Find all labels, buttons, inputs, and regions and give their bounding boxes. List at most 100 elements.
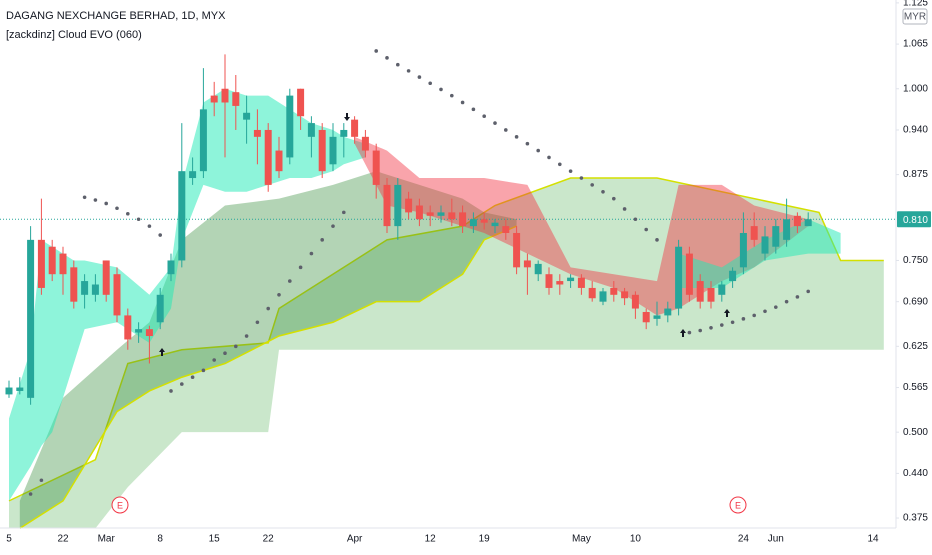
sar-dot (169, 389, 173, 393)
candle-body (739, 232, 747, 268)
x-tick-label: 22 (57, 534, 69, 545)
sar-dot (136, 217, 141, 222)
currency-box[interactable] (902, 8, 928, 25)
candle-body (210, 95, 218, 103)
y-tick-label: 1.065 (903, 39, 928, 50)
candle-body (513, 232, 521, 268)
sar-dot (536, 148, 540, 153)
earnings-label: E (735, 500, 741, 510)
candle-body (534, 263, 542, 275)
sar-dot (374, 49, 379, 53)
cloud-band (678, 219, 841, 288)
candle-body (113, 274, 121, 316)
x-tick-label: 24 (738, 534, 750, 545)
sar-dot (93, 198, 98, 202)
cloud-band (9, 88, 366, 501)
x-tick-label: 14 (867, 534, 879, 545)
sar-dot (320, 238, 325, 242)
sar-dot (568, 169, 573, 173)
candle-body (178, 171, 186, 261)
y-tick-label: 0.750 (903, 255, 928, 266)
earnings-marker[interactable] (729, 496, 747, 514)
sar-dot (439, 87, 443, 92)
candle-body (707, 287, 715, 302)
y-tick-label: 0.440 (903, 468, 928, 479)
x-tick-label: 5 (6, 534, 12, 545)
candle-body (696, 281, 704, 302)
sell-arrow (344, 113, 350, 121)
candle-body (264, 129, 272, 185)
sar-dot (298, 265, 303, 270)
sar-dot (774, 305, 778, 309)
earnings-marker[interactable] (111, 496, 129, 514)
candle-body (286, 95, 294, 158)
y-tick-label: 0.875 (903, 169, 928, 180)
sar-dot (288, 279, 292, 283)
candle-body (567, 277, 575, 282)
sar-dot (385, 56, 389, 60)
candle-body (502, 226, 510, 233)
candle-body (145, 329, 153, 337)
x-tick-label: Mar (98, 534, 116, 545)
candle-body (27, 239, 35, 398)
candle-body (48, 246, 56, 275)
sar-dot (730, 320, 735, 325)
buy-arrow (159, 348, 165, 356)
candle-body (5, 387, 13, 395)
sar-dot (579, 176, 584, 180)
candle-body (621, 291, 629, 299)
sar-dot (115, 206, 119, 211)
y-tick-label: 0.940 (903, 125, 928, 136)
earnings-label: E (117, 500, 123, 510)
sar-dot (396, 62, 400, 67)
sar-dot (212, 358, 216, 362)
cloud-band (9, 178, 884, 529)
x-tick-label: 15 (209, 534, 221, 545)
candle-body (275, 150, 283, 172)
sar-dot (525, 141, 530, 146)
last-price-label: 0.810 (903, 215, 928, 226)
candle-body (307, 123, 315, 137)
sar-dot (417, 75, 422, 79)
candle-body (297, 88, 305, 117)
sar-dot (342, 210, 346, 215)
candle-body (491, 222, 499, 227)
y-tick-label: 0.565 (903, 382, 928, 393)
sar-dot (633, 217, 638, 222)
sar-dot (471, 107, 476, 112)
sar-dot (720, 323, 724, 327)
candle-body (459, 212, 467, 227)
candle-body (329, 136, 337, 165)
candle-body (70, 267, 78, 302)
candle-body (405, 198, 413, 213)
candle-body (59, 253, 67, 275)
sar-dot (104, 201, 108, 206)
candle-body (167, 260, 175, 275)
candle-body (351, 119, 359, 137)
sar-dot (655, 238, 659, 242)
candle-body (588, 287, 596, 299)
y-tick-label: 1.000 (903, 83, 928, 94)
candle-body (653, 315, 661, 319)
candle-body (599, 291, 607, 302)
sar-dot (147, 224, 152, 228)
sar-dot (514, 135, 519, 139)
sar-dot (622, 207, 627, 211)
sar-dot (266, 306, 271, 311)
sar-dot (234, 344, 238, 349)
sar-dot (558, 162, 562, 167)
sar-dot (460, 100, 465, 105)
candle-body (189, 171, 197, 179)
candle-body (124, 315, 132, 340)
candle-body (556, 281, 564, 285)
sar-dot (687, 330, 692, 335)
sar-dot (428, 81, 433, 86)
sar-dot (806, 289, 810, 294)
candle-body (761, 236, 769, 254)
sar-dot (784, 299, 789, 304)
plot-area (0, 49, 896, 529)
sar-dot (612, 196, 616, 201)
sar-dot (709, 325, 713, 330)
